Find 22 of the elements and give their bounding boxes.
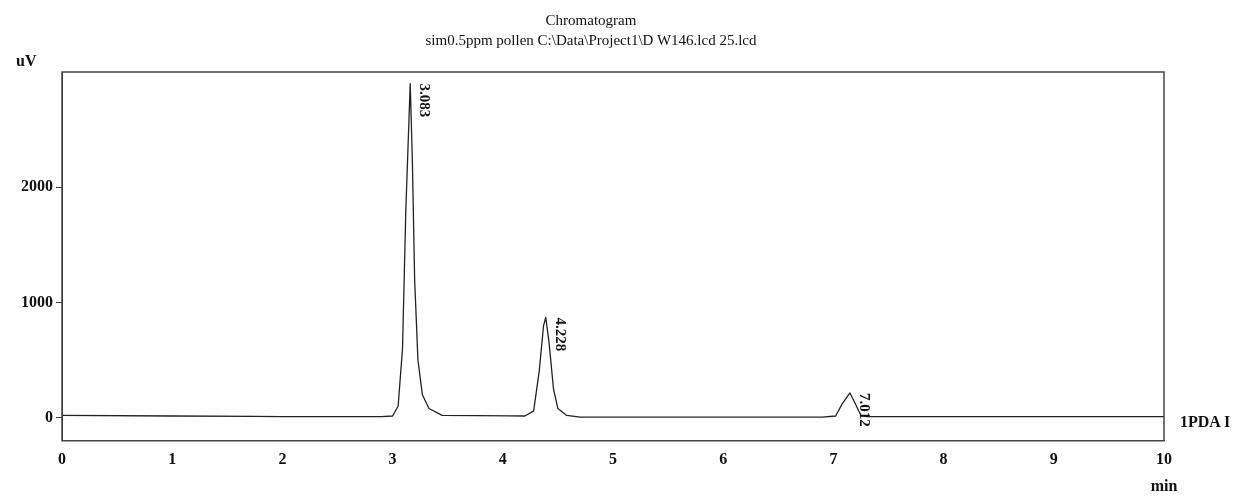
annotation: 7.012 [857, 392, 874, 427]
chart-subtitle: sim0.5ppm pollen C:\Data\Project1\D W146.lcd 25.lcd [425, 31, 757, 48]
y-tick-label: 0 [45, 407, 53, 425]
x-tick-label: 9 [1049, 449, 1058, 467]
x-tick-label: 1 [168, 449, 177, 467]
series-label: 1PDA I [1180, 412, 1231, 430]
y-axis-title: uV [16, 52, 37, 70]
annotation: 4.228 [552, 317, 569, 352]
x-tick-label: 8 [939, 449, 948, 467]
annotation: 3.083 [417, 83, 434, 118]
x-tick-label: 3 [388, 449, 397, 467]
chart-title: Chromatogram [545, 11, 637, 28]
x-tick-label: 5 [609, 449, 617, 467]
x-tick-label: 7 [829, 449, 838, 467]
y-tick-label: 2000 [21, 177, 53, 195]
x-tick-label: 0 [58, 449, 66, 467]
x-tick-label: 2 [278, 449, 287, 467]
x-axis-title: min [1150, 476, 1178, 494]
x-tick-label: 6 [719, 449, 728, 467]
y-tick-label: 1000 [21, 292, 53, 310]
x-tick-label: 4 [498, 449, 507, 467]
x-tick-label: 10 [1156, 449, 1172, 467]
